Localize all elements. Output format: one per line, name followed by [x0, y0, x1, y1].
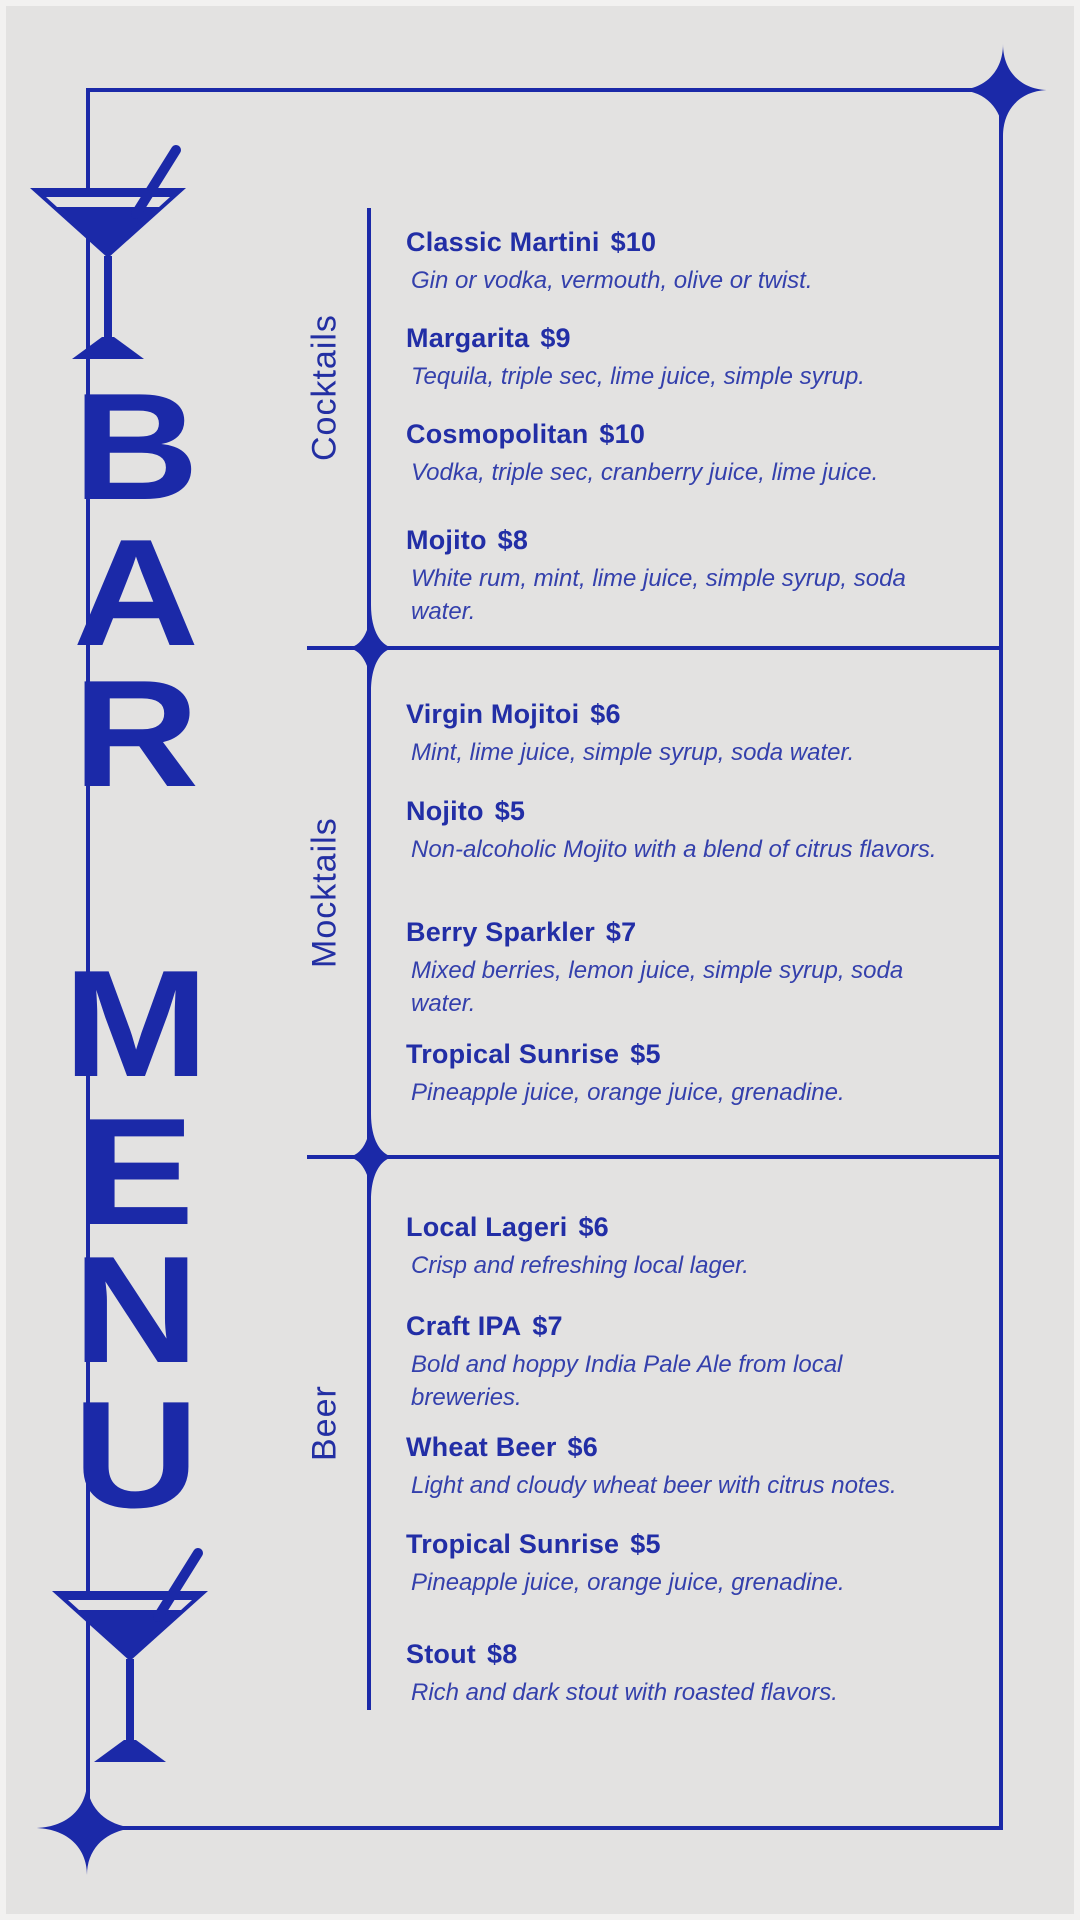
- menu-item: Margarita $9 Tequila, triple sec, lime ju…: [406, 322, 865, 393]
- item-name: Cosmopolitan: [406, 419, 589, 449]
- item-name: Margarita: [406, 323, 530, 353]
- section-label-cocktails: Cocktails: [305, 314, 344, 462]
- section-label-beer: Beer: [305, 1385, 344, 1461]
- item-price: $7: [532, 1311, 563, 1341]
- brand-letter-a: A: [72, 508, 200, 678]
- item-name: Berry Sparkler: [406, 917, 595, 947]
- martini-glass-icon: [20, 140, 200, 360]
- item-description: Non-alcoholic Mojito with a blend of cit…: [411, 836, 937, 863]
- item-name: Stout: [406, 1639, 476, 1669]
- item-price: $6: [590, 699, 621, 729]
- item-name: Nojito: [406, 796, 484, 826]
- item-description: Crisp and refreshing local lager.: [411, 1252, 749, 1279]
- menu-item: Wheat Beer $6 Light and cloudy wheat beer…: [406, 1431, 897, 1502]
- item-title: Tropical Sunrise $5: [406, 1038, 845, 1070]
- item-price: $8: [497, 525, 529, 555]
- border-line-top: [86, 88, 1003, 92]
- menu-item: Classic Martini $10 Gin or vodka, vermout…: [406, 226, 812, 297]
- item-description: Mixed berries, lemon juice, simple syrup…: [411, 957, 904, 1017]
- item-description: Bold and hoppy India Pale Ale from local…: [411, 1351, 843, 1411]
- sparkle-icon: [346, 605, 396, 691]
- item-price: $5: [630, 1529, 661, 1559]
- menu-item: Nojito $5 Non-alcoholic Mojito with a ble…: [406, 795, 937, 866]
- menu-item: Cosmopolitan $10 Vodka, triple sec, cranb…: [406, 418, 878, 489]
- item-price: $5: [494, 796, 526, 826]
- brand-letter-m: M: [63, 939, 209, 1109]
- brand-letter-r: R: [72, 649, 200, 819]
- border-line-left: [86, 90, 90, 1828]
- item-title: Local Lageri $6: [406, 1211, 749, 1243]
- item-price: $9: [540, 323, 571, 353]
- item-title: Virgin Mojitoi $6: [406, 698, 854, 730]
- item-name: Mojito: [406, 525, 487, 555]
- menu-item: Craft IPA $7 Bold and hoppy India Pale Al…: [406, 1310, 959, 1414]
- brand-letter-b: B: [72, 362, 200, 532]
- menu-item: Tropical Sunrise $5 Pineapple juice, oran…: [406, 1528, 845, 1599]
- menu-item: Mojito $8 White rum, mint, lime juice, si…: [406, 524, 959, 628]
- item-price: $8: [486, 1639, 518, 1669]
- section-line-mocktails: [367, 650, 371, 1155]
- item-title: Berry Sparkler $7: [406, 916, 959, 948]
- item-description: White rum, mint, lime juice, simple syru…: [411, 565, 906, 625]
- menu-item: Berry Sparkler $7 Mixed berries, lemon ju…: [406, 916, 959, 1020]
- brand-letter-e: E: [77, 1087, 195, 1257]
- item-price: $5: [630, 1039, 661, 1069]
- item-description: Gin or vodka, vermouth, olive or twist.: [411, 267, 813, 294]
- menu-item: Virgin Mojitoi $6 Mint, lime juice, simpl…: [406, 698, 854, 769]
- item-description: Mint, lime juice, simple syrup, soda wat…: [411, 739, 855, 766]
- item-name: Local Lageri: [406, 1212, 568, 1242]
- item-title: Wheat Beer $6: [406, 1431, 897, 1463]
- section-line-beer: [367, 1159, 371, 1710]
- item-title: Nojito $5: [406, 795, 937, 827]
- sparkle-icon: [34, 1781, 140, 1875]
- item-title: Stout $8: [406, 1638, 838, 1670]
- item-title: Mojito $8: [406, 524, 959, 556]
- brand-letter-u: U: [72, 1370, 200, 1540]
- item-description: Pineapple juice, orange juice, grenadine…: [411, 1569, 845, 1596]
- item-description: Light and cloudy wheat beer with citrus …: [411, 1472, 897, 1499]
- item-name: Virgin Mojitoi: [406, 699, 580, 729]
- sparkle-icon: [957, 44, 1049, 136]
- item-name: Craft IPA: [406, 1311, 522, 1341]
- brand-letter-n: N: [72, 1225, 200, 1395]
- menu-item: Tropical Sunrise $5 Pineapple juice, oran…: [406, 1038, 845, 1109]
- item-title: Craft IPA $7: [406, 1310, 959, 1342]
- item-title: Cosmopolitan $10: [406, 418, 878, 450]
- sparkle-icon: [346, 1114, 396, 1200]
- item-name: Classic Martini: [406, 227, 600, 257]
- item-title: Classic Martini $10: [406, 226, 812, 258]
- divider-line-2: [307, 1155, 1003, 1159]
- item-price: $10: [599, 419, 646, 449]
- menu-item: Stout $8 Rich and dark stout with roasted…: [406, 1638, 838, 1709]
- item-price: $6: [578, 1212, 609, 1242]
- item-price: $7: [605, 917, 637, 947]
- item-description: Tequila, triple sec, lime juice, simple …: [411, 363, 865, 390]
- border-line-bottom: [86, 1826, 1003, 1830]
- item-description: Vodka, triple sec, cranberry juice, lime…: [411, 459, 879, 486]
- item-name: Tropical Sunrise: [406, 1529, 620, 1559]
- item-price: $6: [567, 1432, 598, 1462]
- menu-item: Local Lageri $6 Crisp and refreshing loca…: [406, 1211, 749, 1282]
- item-price: $10: [610, 227, 657, 257]
- section-line-cocktails: [367, 208, 371, 646]
- section-label-mocktails: Mocktails: [305, 817, 344, 969]
- item-name: Wheat Beer: [406, 1432, 557, 1462]
- item-title: Margarita $9: [406, 322, 865, 354]
- item-title: Tropical Sunrise $5: [406, 1528, 845, 1560]
- item-description: Rich and dark stout with roasted flavors…: [411, 1679, 838, 1706]
- martini-glass-icon: [42, 1543, 222, 1763]
- border-line-right: [999, 90, 1003, 1828]
- divider-line-1: [307, 646, 1003, 650]
- item-name: Tropical Sunrise: [406, 1039, 620, 1069]
- item-description: Pineapple juice, orange juice, grenadine…: [411, 1079, 845, 1106]
